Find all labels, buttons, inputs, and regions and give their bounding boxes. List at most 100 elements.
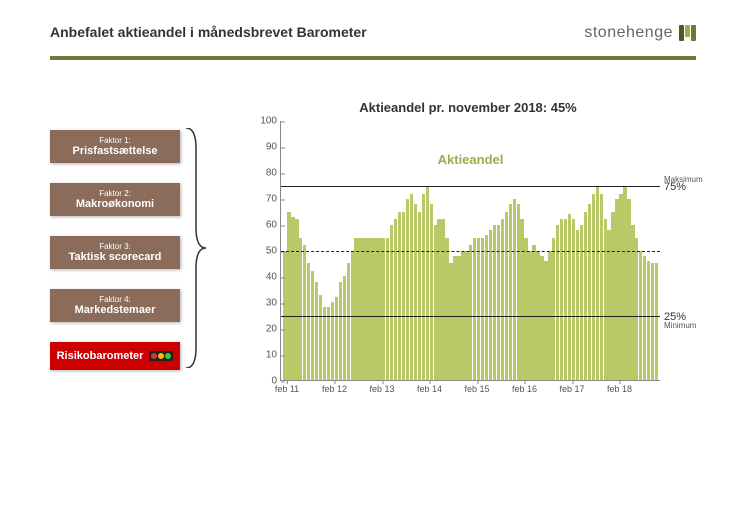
bar — [347, 263, 350, 380]
factor-name: Taktisk scorecard — [58, 251, 172, 263]
reference-label: Minimum — [660, 321, 696, 330]
bar — [390, 225, 393, 380]
reference-line — [281, 251, 660, 252]
bar — [449, 263, 452, 380]
xtick-label: feb 18 — [607, 380, 632, 394]
bar — [299, 238, 302, 380]
reference-line: 25%Minimum — [281, 316, 660, 317]
bar — [631, 225, 634, 380]
bar — [453, 256, 456, 380]
bar — [623, 186, 626, 380]
xtick-label: feb 15 — [464, 380, 489, 394]
bar — [477, 238, 480, 380]
xtick-label: feb 12 — [322, 380, 347, 394]
bar — [580, 225, 583, 380]
bar — [343, 276, 346, 380]
risk-box: Risikobarometer — [50, 342, 180, 370]
bar — [655, 263, 658, 380]
ytick-label: 20 — [253, 324, 281, 335]
factor-box: Faktor 1:Prisfastsættelse — [50, 130, 180, 163]
bar — [568, 214, 571, 380]
chart-title: Aktieandel pr. november 2018: 45% — [240, 100, 696, 115]
logo-stone-icon — [679, 25, 684, 41]
bar — [434, 225, 437, 380]
bar — [430, 204, 433, 380]
factor-number: Faktor 4: — [58, 295, 172, 304]
xtick-label: feb 13 — [369, 380, 394, 394]
factor-box: Faktor 4:Markedstemaer — [50, 289, 180, 322]
bar — [319, 295, 322, 380]
bar — [596, 186, 599, 380]
bar — [437, 219, 440, 380]
factor-name: Prisfastsættelse — [58, 145, 172, 157]
bar — [366, 238, 369, 380]
xtick-label: feb 16 — [512, 380, 537, 394]
bar — [600, 194, 603, 380]
bar — [647, 261, 650, 380]
bar — [406, 199, 409, 380]
xtick-label: feb 14 — [417, 380, 442, 394]
ytick-label: 30 — [253, 298, 281, 309]
bar — [473, 238, 476, 380]
xtick-label: feb 17 — [559, 380, 584, 394]
bar — [418, 212, 421, 380]
bar — [497, 225, 500, 380]
bar — [323, 307, 326, 380]
bar — [564, 219, 567, 380]
logo-mark-icon — [679, 25, 696, 41]
bar — [552, 238, 555, 380]
bar — [584, 212, 587, 380]
bar — [493, 225, 496, 380]
bar — [607, 230, 610, 380]
ytick-label: 100 — [253, 116, 281, 127]
bar — [627, 199, 630, 380]
factor-number: Faktor 2: — [58, 189, 172, 198]
reference-line: 75%Maksimum — [281, 186, 660, 187]
bar — [307, 263, 310, 380]
title-bar — [50, 56, 696, 60]
reference-label: Maksimum — [660, 175, 703, 184]
bar — [615, 199, 618, 380]
bar — [445, 238, 448, 380]
bar — [291, 217, 294, 380]
logo-stone-icon — [685, 25, 690, 37]
factor-name: Makroøkonomi — [58, 198, 172, 210]
bar — [544, 261, 547, 380]
ytick-label: 60 — [253, 220, 281, 231]
bar — [489, 230, 492, 380]
bar — [339, 282, 342, 380]
bar — [572, 219, 575, 380]
bar — [426, 186, 429, 380]
series-label: Aktieandel — [438, 152, 504, 167]
bar — [643, 256, 646, 380]
bar — [354, 238, 357, 380]
bar — [287, 212, 290, 380]
bar — [441, 219, 444, 380]
bar — [374, 238, 377, 380]
factor-list: Faktor 1:Prisfastsættelse Faktor 2:Makroø… — [50, 100, 210, 497]
bar — [358, 238, 361, 380]
bar — [520, 219, 523, 380]
bar — [651, 263, 654, 380]
bar — [576, 230, 579, 380]
light-icon — [158, 353, 164, 359]
factor-box: Faktor 3:Taktisk scorecard — [50, 236, 180, 269]
bar — [327, 307, 330, 380]
bar — [604, 219, 607, 380]
bar — [331, 302, 334, 380]
bar — [635, 238, 638, 380]
chart-plot: 0102030405060708090100feb 11feb 12feb 13… — [280, 121, 660, 381]
ytick-label: 80 — [253, 168, 281, 179]
bar — [378, 238, 381, 380]
logo-text: stonehenge — [584, 24, 673, 42]
logo: stonehenge — [584, 24, 696, 42]
bar — [611, 212, 614, 380]
xtick-label: feb 11 — [275, 380, 299, 394]
bar — [362, 238, 365, 380]
ytick-label: 70 — [253, 194, 281, 205]
bar — [619, 194, 622, 380]
bar — [315, 282, 318, 380]
bar — [485, 235, 488, 380]
bar — [517, 204, 520, 380]
bar — [386, 238, 389, 380]
